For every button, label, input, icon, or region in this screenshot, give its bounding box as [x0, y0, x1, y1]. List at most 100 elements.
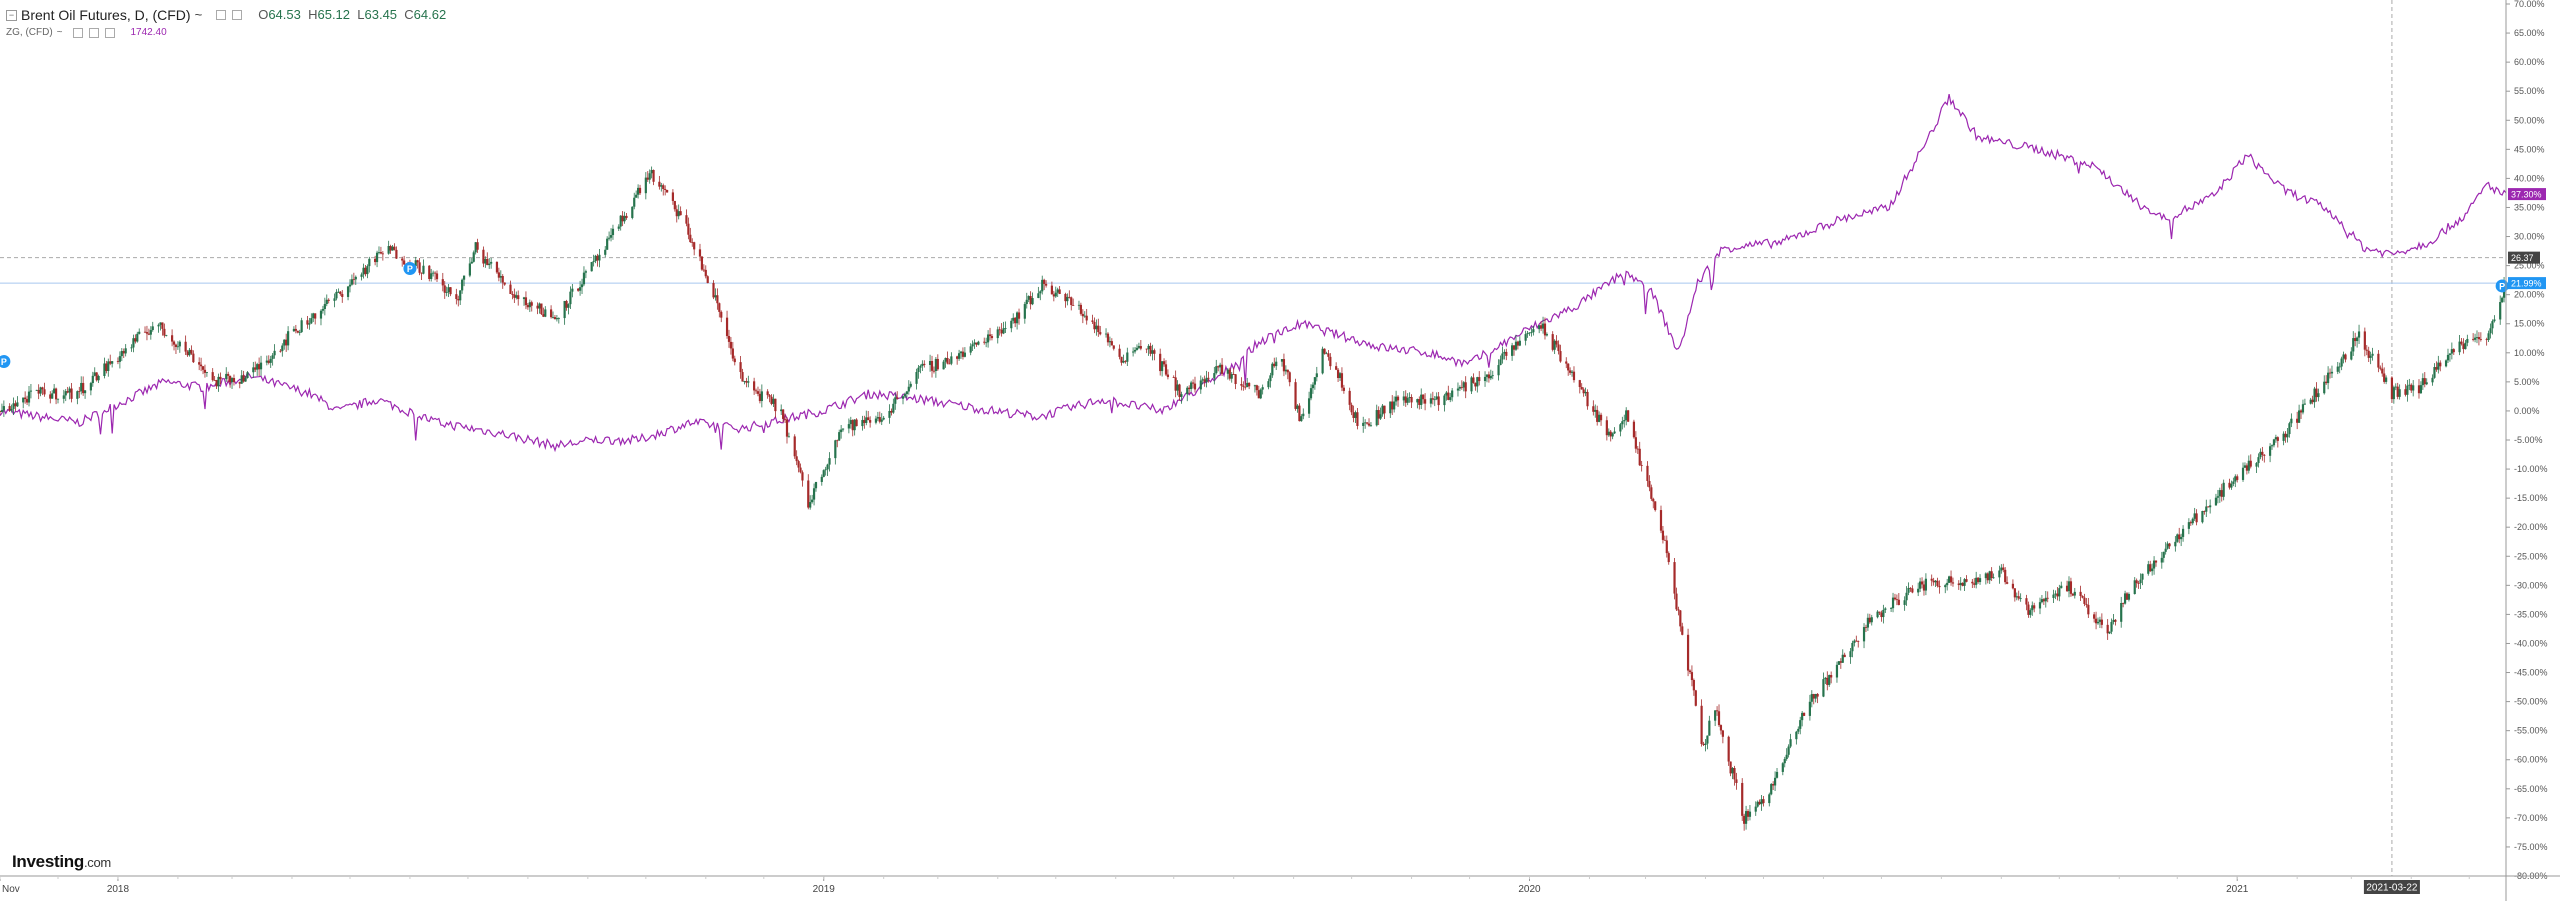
- candle: [1474, 382, 1477, 391]
- candle: [445, 286, 448, 297]
- candle: [2249, 454, 2252, 469]
- candle-body: [184, 341, 187, 352]
- legend-compare-row: ZG, (CFD) ~ 1742.40: [6, 24, 446, 42]
- candle: [2093, 611, 2096, 623]
- candle-body: [1379, 414, 1382, 419]
- candle: [1348, 387, 1351, 411]
- candle: [2263, 453, 2266, 463]
- candle: [368, 256, 371, 273]
- candle-body: [1176, 384, 1179, 391]
- candle: [540, 303, 543, 315]
- candle: [590, 261, 593, 272]
- candle: [1530, 327, 1533, 337]
- candle-body: [259, 362, 263, 370]
- candle: [1104, 328, 1108, 338]
- candle: [522, 296, 526, 306]
- candle-body: [515, 295, 518, 298]
- candle-body: [1122, 360, 1125, 363]
- candle: [2098, 616, 2102, 628]
- candle: [1543, 317, 1547, 340]
- candle-body: [455, 294, 458, 300]
- candle-body: [143, 331, 147, 333]
- candle: [1634, 431, 1637, 453]
- close-icon[interactable]: [232, 10, 243, 20]
- candle: [2421, 373, 2424, 390]
- candle-body: [1799, 720, 1802, 729]
- candle-body: [1106, 333, 1110, 343]
- zg-compare-line: [0, 93, 2507, 453]
- candle-body: [2462, 343, 2465, 350]
- eye-icon[interactable]: [72, 28, 83, 38]
- candle-body: [1837, 661, 1840, 665]
- candle-body: [2328, 372, 2332, 374]
- candle: [1356, 407, 1359, 430]
- candle-body: [2485, 339, 2488, 341]
- candle-body: [809, 502, 812, 508]
- candle-body: [631, 206, 634, 218]
- candle-body: [1447, 392, 1450, 400]
- settings-icon[interactable]: [88, 28, 99, 38]
- candle-body: [2491, 321, 2494, 329]
- candle-body: [2187, 522, 2190, 529]
- candle: [1729, 761, 1732, 777]
- candle: [921, 360, 924, 371]
- collapse-toggle-icon[interactable]: −: [6, 9, 17, 21]
- candle-body: [536, 305, 539, 309]
- candle-body: [12, 403, 15, 409]
- candle-body: [443, 285, 446, 293]
- candle: [279, 349, 282, 353]
- candle: [1675, 587, 1678, 612]
- legend-dropdown-icon[interactable]: ~: [194, 7, 203, 22]
- candle: [1132, 347, 1135, 357]
- candle-body: [1294, 382, 1297, 409]
- eye-icon[interactable]: [216, 10, 227, 20]
- candle: [1174, 370, 1177, 398]
- candle-body: [2174, 541, 2177, 547]
- candle: [725, 310, 729, 339]
- candle-body: [2475, 337, 2479, 338]
- candle-body: [1402, 396, 1405, 401]
- candle: [1822, 672, 1825, 698]
- candle: [190, 345, 193, 355]
- candle: [1327, 350, 1330, 361]
- candle: [1230, 372, 1233, 383]
- candle-body: [2439, 362, 2442, 367]
- candle-body: [457, 299, 460, 301]
- candle: [2433, 363, 2436, 379]
- candle-body: [1936, 580, 1939, 586]
- candle: [1315, 366, 1318, 382]
- candle-body: [969, 346, 972, 353]
- candle-body: [582, 272, 586, 285]
- candle: [348, 279, 352, 293]
- legend-compare-dropdown-icon[interactable]: ~: [56, 27, 63, 38]
- candle-body: [43, 389, 46, 395]
- candle: [1986, 572, 1989, 584]
- candle-body: [930, 360, 934, 371]
- close-icon[interactable]: [104, 28, 115, 38]
- candle-body: [828, 458, 831, 465]
- candle-body: [1242, 385, 1245, 387]
- candle: [1605, 416, 1608, 441]
- candle: [1686, 628, 1690, 677]
- candle-body: [379, 252, 383, 254]
- candle: [1692, 678, 1695, 696]
- candle: [1516, 340, 1520, 350]
- candle-body: [327, 299, 330, 301]
- candle: [2489, 323, 2492, 339]
- candle: [1377, 406, 1380, 426]
- candle: [111, 361, 114, 368]
- candle-body: [1228, 369, 1231, 379]
- candle-body: [549, 309, 553, 318]
- candle-body: [2489, 328, 2492, 334]
- candle: [853, 419, 856, 436]
- candle: [339, 290, 342, 296]
- candle: [2274, 434, 2277, 443]
- candle: [2431, 374, 2434, 386]
- candle-body: [1582, 389, 1585, 394]
- candle: [1133, 347, 1137, 354]
- candle-body: [1085, 315, 1088, 321]
- candle-body: [1282, 359, 1286, 372]
- candle-body: [662, 185, 665, 190]
- candle-body: [2033, 605, 2036, 609]
